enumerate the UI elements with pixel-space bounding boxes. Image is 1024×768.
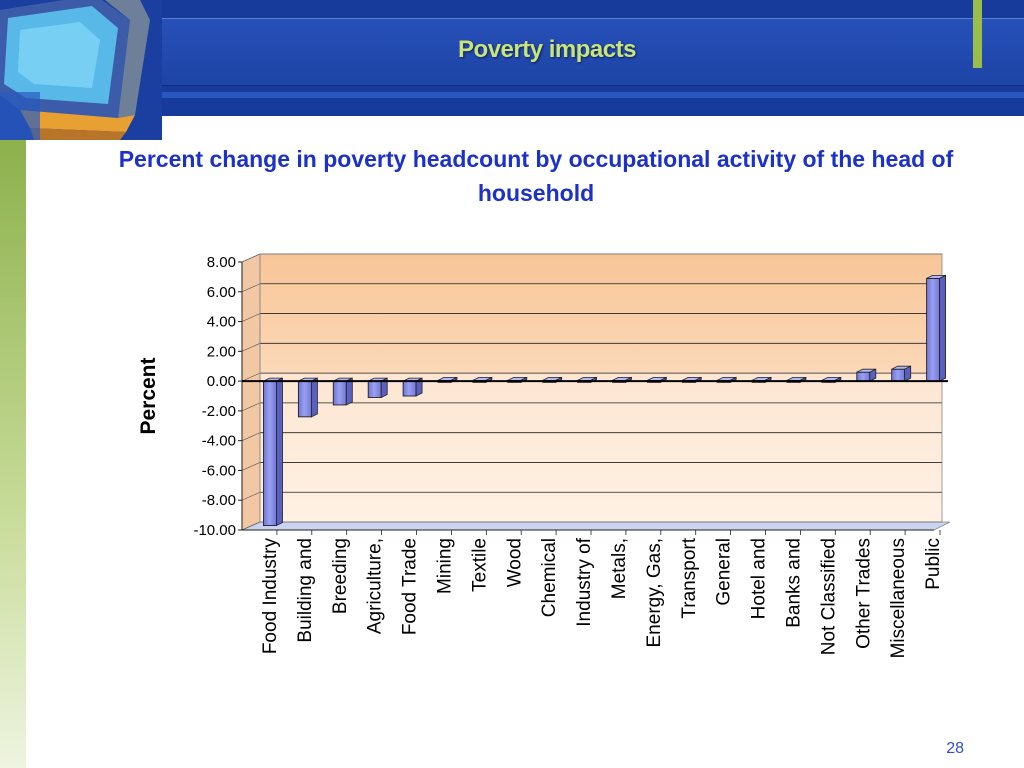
- y-tick-label: -6.00: [202, 462, 236, 479]
- gridline-side: [241, 521, 261, 531]
- x-tick-label: Breeding: [330, 538, 351, 614]
- bar: [332, 380, 347, 406]
- y-tick-label: -8.00: [202, 492, 236, 509]
- y-tick-label: -10.00: [193, 522, 236, 539]
- gridline-side: [241, 372, 261, 382]
- slide-number: 28: [946, 740, 964, 757]
- y-tick-label: 2.00: [207, 343, 236, 360]
- gridline-side: [241, 402, 261, 412]
- x-tick-label: Not Classified: [818, 538, 839, 655]
- plot-wall-border: [259, 253, 943, 523]
- gridline-side: [241, 283, 261, 293]
- slide-title: Poverty impacts: [458, 36, 636, 63]
- x-tick-label: Other Trades: [853, 538, 874, 649]
- bar: [367, 380, 382, 398]
- x-tick-label: Miscellaneous: [888, 538, 909, 658]
- x-tick-label: Chemical: [539, 538, 560, 617]
- header-accent-bar: [973, 0, 982, 68]
- header-band: [162, 18, 1024, 86]
- x-tick-label: Food Trade: [400, 538, 421, 635]
- x-tick-label: Hotel and: [749, 538, 770, 619]
- gridline-side: [241, 343, 261, 352]
- x-tick-label: Wood: [504, 538, 525, 587]
- x-tick-label: Public: [923, 538, 944, 590]
- y-tick-label: -2.00: [202, 403, 236, 420]
- gridline-side: [241, 313, 261, 322]
- y-tick-label: -4.00: [202, 433, 236, 450]
- x-tick-label: Energy, Gas,: [644, 538, 665, 647]
- x-tick-label: Banks and: [784, 538, 805, 628]
- bar: [402, 380, 417, 397]
- x-tick-label: General: [714, 538, 735, 606]
- plot-side-wall: [241, 253, 261, 531]
- bar-side: [939, 274, 946, 382]
- y-tick-label: 8.00: [207, 254, 236, 271]
- bar-side: [415, 377, 423, 397]
- gridline-side: [241, 432, 261, 441]
- bar-side: [380, 377, 388, 399]
- bar-side: [276, 377, 283, 527]
- x-tick-label: Textile: [469, 538, 490, 592]
- y-tick-label: 6.00: [207, 284, 236, 301]
- bar-side: [904, 365, 912, 382]
- bar-side: [345, 377, 353, 406]
- x-tick-label: Industry of: [574, 537, 595, 626]
- bar: [926, 277, 941, 382]
- gridline-side: [241, 491, 261, 501]
- plot-wall-negative: [260, 373, 942, 522]
- x-tick-label: Building and: [295, 538, 316, 643]
- left-accent-bar: [0, 140, 26, 768]
- bar: [263, 380, 277, 526]
- bar: [856, 371, 871, 382]
- gridline-side: [241, 462, 261, 471]
- gridline-side: [241, 253, 261, 263]
- y-tick-label: 4.00: [207, 314, 236, 331]
- x-tick-label: Agriculture,: [365, 538, 386, 634]
- header-divider: [162, 92, 1024, 98]
- bar: [297, 380, 312, 418]
- plot-floor: [241, 521, 951, 531]
- bar-side: [310, 377, 318, 418]
- x-tick-label: Food Industry: [260, 538, 281, 655]
- x-tick-label: Metals,: [609, 538, 630, 599]
- computer-monitor-icon: [0, 0, 162, 140]
- x-tick-label: Transport: [679, 537, 700, 618]
- bar-side: [869, 368, 877, 382]
- x-tick-label: Mining: [435, 538, 456, 594]
- y-tick-label: 0.00: [207, 373, 236, 390]
- chart-title: Percent change in poverty headcount by o…: [118, 146, 954, 206]
- bar: [891, 368, 906, 382]
- y-axis-label: Percent: [137, 357, 160, 434]
